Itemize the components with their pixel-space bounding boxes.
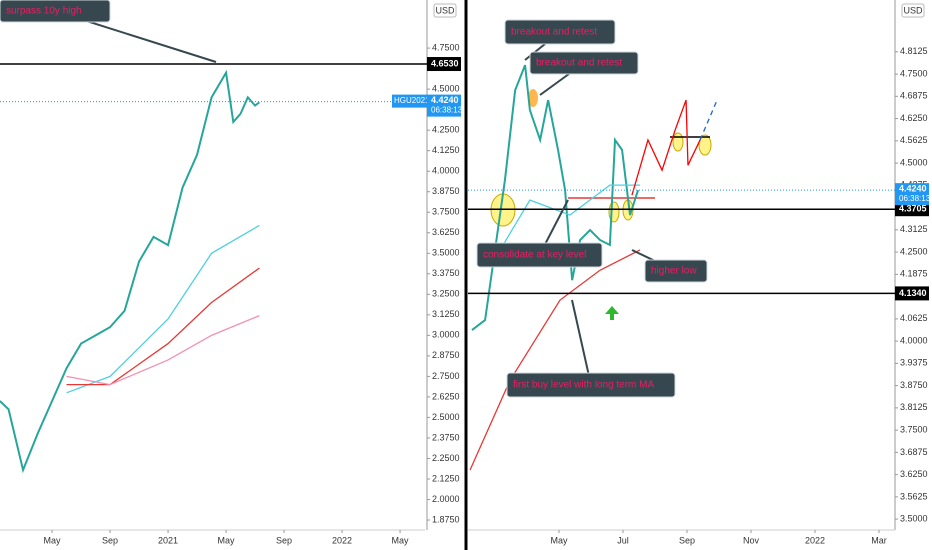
x-tick-label: May	[218, 535, 236, 545]
callout-text: higher low	[651, 266, 697, 277]
y-tick-label: 3.9375	[900, 358, 928, 368]
y-tick-label: 3.6875	[900, 447, 928, 457]
y-tick-label: 4.5000	[432, 84, 460, 94]
level-tag	[895, 202, 929, 217]
y-tick-label: 4.0000	[432, 166, 460, 176]
y-tick-label: 4.1250	[432, 145, 460, 155]
up-arrow	[605, 306, 619, 320]
y-tick-label: 3.5625	[900, 491, 928, 501]
y-tick-label: 2.6250	[432, 391, 460, 401]
x-tick-label: 2022	[805, 535, 825, 545]
price-line	[469, 249, 641, 471]
x-tick-label: Sep	[679, 535, 695, 545]
price-line	[0, 69, 261, 474]
y-tick-label: 2.5000	[432, 412, 460, 422]
price-line	[699, 99, 718, 141]
y-tick-label: 4.7500	[900, 68, 928, 78]
callout-text: breakout and retest	[536, 58, 622, 69]
y-tick-label: 4.8125	[900, 46, 928, 56]
x-tick-label: May	[392, 535, 410, 545]
y-tick-label: 4.6875	[900, 91, 928, 101]
level-label: 4.1340	[899, 288, 927, 298]
x-tick-label: Sep	[102, 535, 118, 545]
y-tick-label: 2.7500	[432, 371, 460, 381]
y-tick-label: 3.1250	[432, 309, 460, 319]
symbol: HGU2021	[394, 96, 430, 105]
x-tick-label: 2021	[158, 535, 178, 545]
y-tick-label: 3.7500	[900, 425, 928, 435]
highlight	[672, 132, 684, 152]
price-line	[66, 267, 260, 386]
y-tick-label: 4.2500	[900, 246, 928, 256]
price-line	[471, 64, 639, 331]
y-tick-label: 4.1875	[900, 269, 928, 279]
y-tick-label: 3.5000	[900, 514, 928, 524]
countdown: 06:38:13	[899, 194, 931, 203]
y-tick-label: 4.6250	[900, 113, 928, 123]
y-tick-label: 2.1250	[432, 473, 460, 483]
y-tick-label: 3.8125	[900, 402, 928, 412]
x-tick-label: May	[44, 535, 62, 545]
x-tick-label: May	[550, 535, 568, 545]
y-tick-label: 4.0625	[900, 313, 928, 323]
price-line	[499, 184, 640, 251]
last-price-tag	[895, 183, 929, 206]
currency-box	[433, 3, 457, 18]
x-tick-label: Nov	[743, 535, 760, 545]
x-tick-label: Sep	[276, 535, 292, 545]
callout-box	[529, 51, 639, 75]
callout-pointer	[571, 299, 592, 386]
y-tick-label: 3.8750	[432, 186, 460, 196]
y-tick-label: 3.0000	[432, 330, 460, 340]
callout-box	[644, 259, 708, 283]
y-tick-label: 4.0000	[900, 335, 928, 345]
callout-box	[476, 242, 603, 268]
highlight	[698, 134, 712, 156]
x-tick-label: Jul	[617, 535, 629, 545]
y-tick-label: 4.5000	[900, 157, 928, 167]
last-price-tag	[427, 94, 461, 117]
callout-box	[506, 372, 676, 398]
y-tick-label: 3.6250	[900, 469, 928, 479]
callout-box	[0, 0, 111, 23]
last-price-label: 4.4240	[431, 95, 459, 105]
callout-text: breakout and retest	[511, 27, 597, 38]
y-tick-label: 4.3125	[900, 224, 928, 234]
y-tick-label: 1.8750	[432, 514, 460, 524]
y-tick-label: 3.3750	[432, 268, 460, 278]
symbol-tag	[392, 94, 428, 108]
y-tick-label: 2.0000	[432, 494, 460, 504]
level-label: 4.6530	[431, 58, 459, 68]
y-tick-label: 4.7500	[432, 42, 460, 52]
y-tick-label: 2.3750	[432, 432, 460, 442]
price-line	[66, 315, 260, 386]
y-tick-label: 4.5625	[900, 135, 928, 145]
level-tag	[427, 57, 461, 72]
x-tick-label: Mar	[871, 535, 887, 545]
y-tick-label: 3.6250	[432, 227, 460, 237]
price-line	[631, 99, 701, 196]
y-tick-label: 3.5000	[432, 248, 460, 258]
y-tick-label: 3.8750	[900, 380, 928, 390]
currency-box	[901, 3, 925, 18]
y-tick-label: 3.2500	[432, 289, 460, 299]
level-label: 4.3705	[899, 204, 927, 214]
highlight	[528, 89, 538, 107]
currency: USD	[903, 5, 923, 15]
level-tag	[895, 286, 929, 301]
last-price-label: 4.4240	[899, 184, 927, 194]
y-tick-label: 2.8750	[432, 350, 460, 360]
callout-text: first buy level with long term MA	[513, 380, 654, 391]
callout-text: consolidate at key level	[483, 250, 586, 261]
callout-box	[504, 19, 616, 45]
countdown: 06:38:13	[431, 106, 463, 115]
x-tick-label: 2022	[332, 535, 352, 545]
y-tick-label: 2.2500	[432, 453, 460, 463]
callout-text: surpass 10y high	[6, 6, 82, 17]
currency: USD	[435, 5, 455, 15]
y-tick-label: 3.7500	[432, 207, 460, 217]
y-tick-label: 4.2500	[432, 125, 460, 135]
